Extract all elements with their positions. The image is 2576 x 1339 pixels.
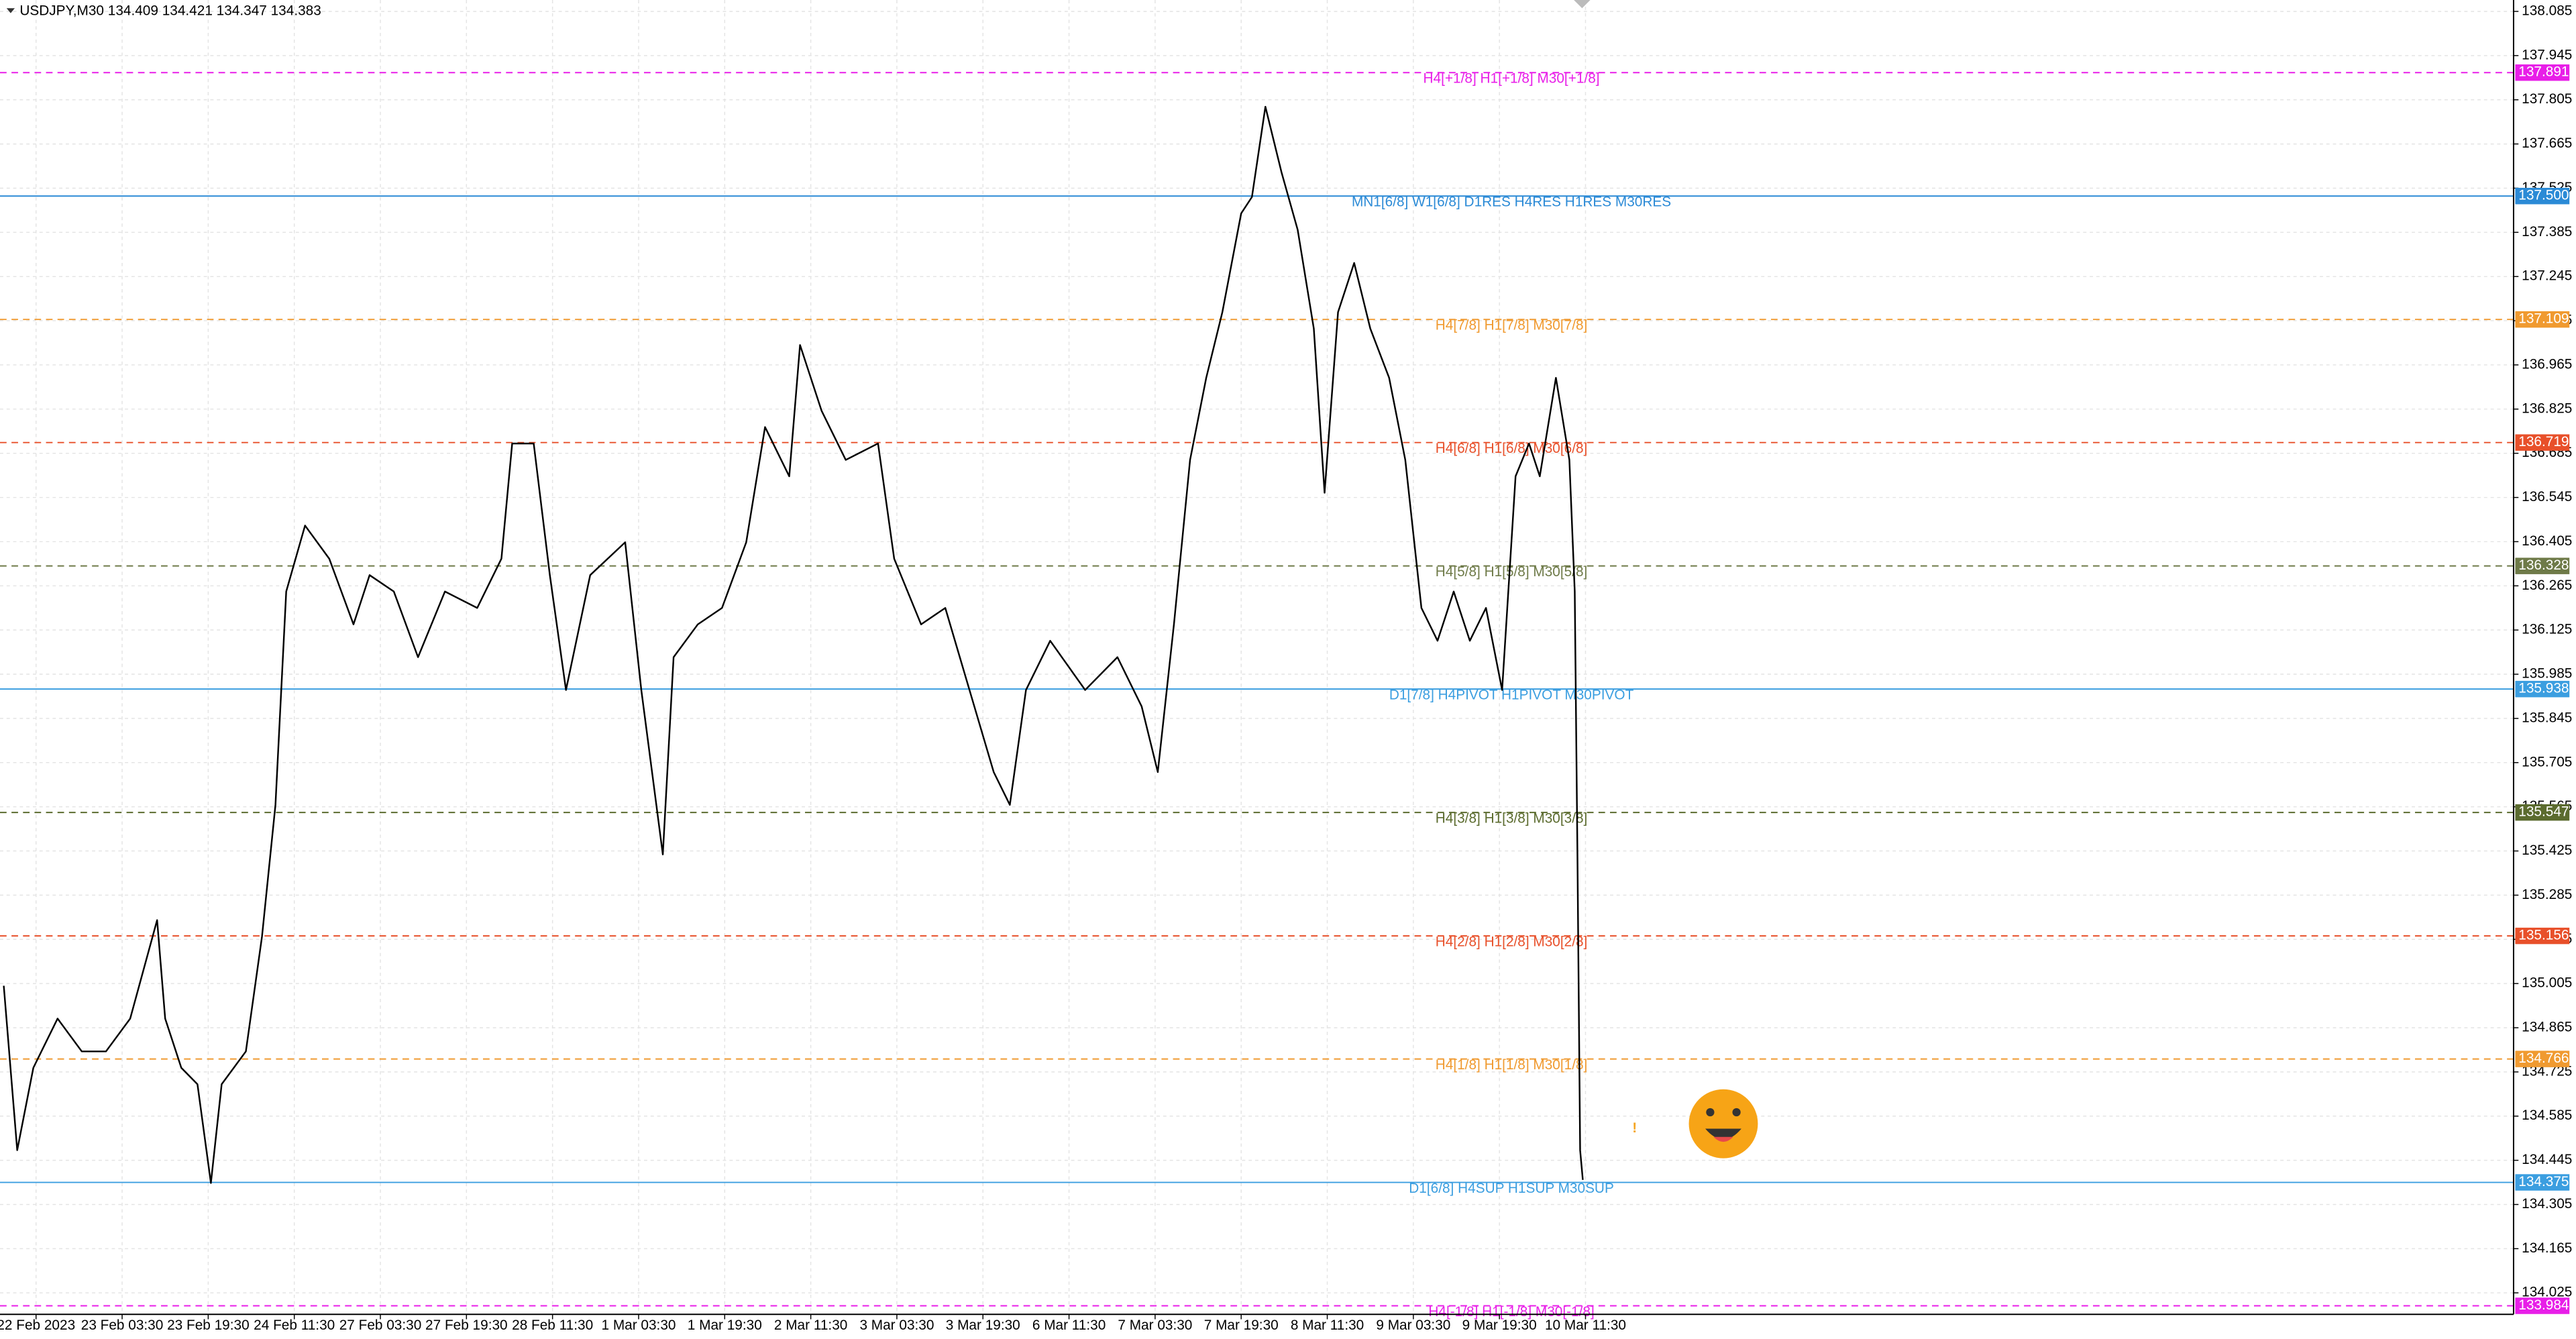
price-tag: [2515, 804, 2570, 821]
price-tag-label: 137.500: [2518, 188, 2569, 203]
level-label: H4[-1/8] H1[-1/8] M30[-1/8]: [1428, 1304, 1594, 1320]
y-tick-label: 137.945: [2522, 47, 2572, 62]
chart-title: USDJPY,M30 134.409 134.421 134.347 134.3…: [19, 3, 321, 19]
y-tick-label: 137.805: [2522, 91, 2572, 107]
x-tick-label: 10 Mar 11:30: [1545, 1318, 1626, 1333]
y-tick-label: 136.965: [2522, 356, 2572, 372]
level-label: H4[3/8] H1[3/8] M30[3/8]: [1436, 810, 1588, 826]
y-tick-label: 138.085: [2522, 3, 2572, 18]
y-tick-label: 137.385: [2522, 224, 2572, 239]
price-tag-label: 135.156: [2518, 928, 2569, 943]
y-tick-label: 135.845: [2522, 710, 2572, 725]
price-tag: [2515, 311, 2570, 328]
x-tick-label: 23 Feb 03:30: [81, 1318, 164, 1333]
y-tick-label: 135.705: [2522, 754, 2572, 769]
price-tag-label: 137.109: [2518, 311, 2569, 327]
y-tick-label: 134.165: [2522, 1240, 2572, 1256]
smiley-icon: [1688, 1089, 1758, 1159]
y-tick-label: 137.245: [2522, 268, 2572, 284]
price-tag: [2515, 434, 2570, 451]
price-tag: [2515, 1297, 2570, 1314]
x-tick-label: 23 Feb 19:30: [167, 1318, 250, 1333]
price-tag: [2515, 680, 2570, 698]
price-tag: [2515, 1174, 2570, 1191]
x-tick-label: 7 Mar 03:30: [1118, 1318, 1192, 1333]
x-tick-label: 8 Mar 11:30: [1291, 1318, 1364, 1333]
x-tick-label: 1 Mar 19:30: [688, 1318, 762, 1333]
price-tag: [2515, 557, 2570, 574]
x-tick-label: 7 Mar 19:30: [1204, 1318, 1279, 1333]
price-tag-label: 135.547: [2518, 804, 2569, 820]
x-tick-label: 28 Feb 11:30: [512, 1318, 593, 1333]
price-tag: [2515, 927, 2570, 945]
y-tick-label: 136.825: [2522, 400, 2572, 416]
x-tick-label: 6 Mar 11:30: [1032, 1318, 1106, 1333]
x-tick-label: 9 Mar 19:30: [1462, 1318, 1537, 1333]
x-tick-label: 24 Feb 11:30: [254, 1318, 335, 1333]
levels: H4[+1/8] H1[+1/8] M30[+1/8] MN1[6/8] W1[6…: [0, 71, 2514, 1320]
y-tick-label: 135.985: [2522, 666, 2572, 682]
x-tick-label: 1 Mar 03:30: [601, 1318, 676, 1333]
smiley-mouth: [1705, 1128, 1741, 1140]
axes: 138.085137.945137.805137.665137.525137.3…: [0, 3, 2572, 1332]
y-tick-label: 134.585: [2522, 1108, 2572, 1123]
x-tick-label: 27 Feb 19:30: [425, 1318, 508, 1333]
level-label: H4[7/8] H1[7/8] M30[7/8]: [1436, 317, 1588, 333]
y-tick-label: 134.725: [2522, 1063, 2572, 1079]
x-tick-label: 2 Mar 11:30: [774, 1318, 847, 1333]
x-tick-label: 22 Feb 2023: [0, 1318, 75, 1333]
y-tick-label: 134.445: [2522, 1152, 2572, 1167]
alert-icon: !: [1632, 1120, 1637, 1136]
price-tag-label: 136.328: [2518, 557, 2569, 573]
price-tag-label: 134.375: [2518, 1174, 2569, 1189]
level-label: D1[6/8] H4SUP H1SUP M30SUP: [1409, 1181, 1614, 1196]
menu-arrow[interactable]: [6, 8, 15, 13]
level-label: H4[5/8] H1[5/8] M30[5/8]: [1436, 564, 1588, 580]
price-tag-label: 135.938: [2518, 681, 2569, 696]
price-tag: [2515, 64, 2570, 81]
price-line: [3, 105, 1584, 1184]
level-label: H4[1/8] H1[1/8] M30[1/8]: [1436, 1057, 1588, 1073]
grid: [0, 0, 2514, 1315]
shift-marker: [1574, 0, 1591, 9]
x-tick-label: 3 Mar 19:30: [946, 1318, 1020, 1333]
level-label: H4[2/8] H1[2/8] M30[2/8]: [1436, 934, 1588, 949]
level-label: D1[7/8] H4PIVOT H1PIVOT M30PIVOT: [1389, 687, 1634, 702]
y-tick-label: 135.285: [2522, 887, 2572, 902]
y-tick-label: 134.305: [2522, 1196, 2572, 1212]
price-tag-label: 136.719: [2518, 434, 2569, 449]
x-tick-label: 27 Feb 03:30: [339, 1318, 422, 1333]
smiley-tongue: [1713, 1136, 1733, 1142]
price-tag-label: 134.766: [2518, 1051, 2569, 1066]
x-tick-label: 9 Mar 03:30: [1376, 1318, 1450, 1333]
y-tick-label: 135.005: [2522, 975, 2572, 991]
y-tick-label: 134.025: [2522, 1285, 2572, 1300]
y-tick-label: 134.865: [2522, 1020, 2572, 1035]
level-label: H4[6/8] H1[6/8] M30[6/8]: [1436, 441, 1588, 456]
level-label: H4[+1/8] H1[+1/8] M30[+1/8]: [1424, 71, 1600, 87]
price-tag: [2515, 1051, 2570, 1067]
price-tag-label: 137.891: [2518, 64, 2569, 80]
smiley-face: [1688, 1089, 1758, 1159]
y-tick-label: 137.665: [2522, 136, 2572, 151]
y-tick-label: 136.125: [2522, 622, 2572, 637]
price-tag-label: 133.984: [2518, 1297, 2569, 1313]
smiley-eye: [1732, 1108, 1741, 1117]
price-tag: [2515, 187, 2570, 205]
y-tick-label: 136.405: [2522, 533, 2572, 549]
y-tick-label: 136.265: [2522, 578, 2572, 593]
y-tick-label: 136.545: [2522, 489, 2572, 504]
level-label: MN1[6/8] W1[6/8] D1RES H4RES H1RES M30RE…: [1352, 195, 1671, 210]
y-tick-label: 135.425: [2522, 843, 2572, 858]
smiley-eye: [1706, 1108, 1715, 1117]
x-tick-label: 3 Mar 03:30: [859, 1318, 934, 1333]
price: [3, 105, 1584, 1184]
